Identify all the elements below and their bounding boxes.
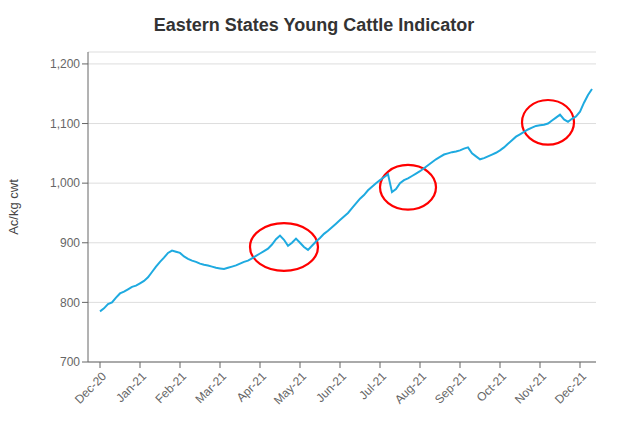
svg-text:May-21: May-21 — [271, 369, 309, 407]
svg-text:1,000: 1,000 — [50, 176, 80, 190]
svg-text:Ac/kg cwt: Ac/kg cwt — [8, 179, 21, 235]
svg-text:700: 700 — [60, 355, 80, 369]
svg-text:Sep-21: Sep-21 — [432, 369, 469, 406]
svg-text:Apr-21: Apr-21 — [234, 369, 270, 405]
html-text:Eastern States Young Cattle In: Eastern States Young Cattle Indicator — [153, 15, 475, 35]
svg-text:Mar-21: Mar-21 — [192, 369, 229, 406]
svg-text:Jan-21: Jan-21 — [113, 369, 149, 405]
svg-text:1,100: 1,100 — [50, 117, 80, 131]
svg-text:Feb-21: Feb-21 — [152, 369, 189, 406]
svg-text:Aug-21: Aug-21 — [392, 369, 429, 406]
svg-text:800: 800 — [60, 296, 80, 310]
svg-text:Dec-20: Dec-20 — [72, 369, 109, 406]
svg-text:Dec-21: Dec-21 — [552, 369, 589, 406]
svg-text:Oct-21: Oct-21 — [474, 369, 510, 405]
svg-text:Jun-21: Jun-21 — [313, 369, 349, 405]
svg-text:900: 900 — [60, 236, 80, 250]
svg-text:Nov-21: Nov-21 — [512, 369, 549, 406]
svg-text:1,200: 1,200 — [50, 57, 80, 71]
svg-text:Jul-21: Jul-21 — [356, 369, 389, 402]
